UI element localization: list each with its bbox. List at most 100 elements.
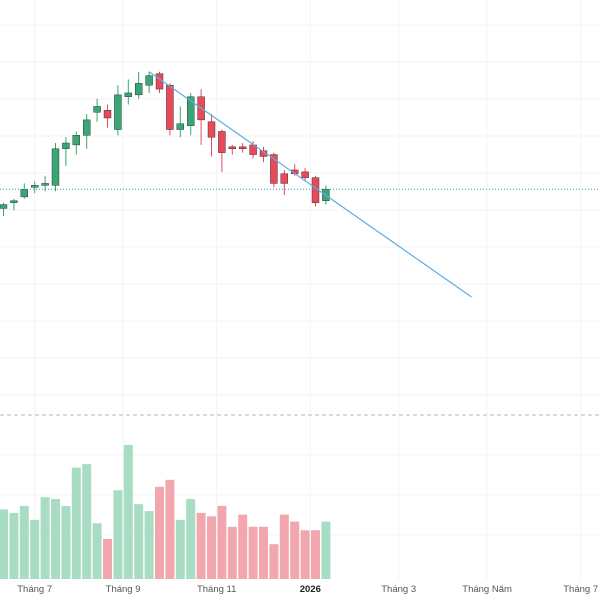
candle-body	[10, 200, 18, 203]
candle	[280, 169, 288, 195]
volume-bar	[123, 445, 133, 579]
candle	[238, 143, 247, 153]
volume-bar	[217, 505, 227, 579]
candle	[207, 114, 216, 157]
volume-bar	[0, 509, 8, 579]
candle	[31, 181, 39, 194]
candle-body	[176, 123, 185, 130]
candle-body	[270, 154, 278, 184]
candle	[20, 183, 28, 199]
x-tick-label: Tháng 7	[17, 584, 52, 595]
candle-body	[0, 204, 8, 209]
volume-bar	[82, 464, 92, 579]
candle-body	[20, 188, 28, 198]
candle	[145, 71, 153, 93]
volume-bar	[207, 516, 216, 579]
candle	[311, 175, 320, 207]
volume-bar	[248, 526, 258, 579]
candle	[124, 79, 133, 105]
candle-body	[124, 92, 133, 97]
price-candles	[0, 71, 330, 217]
candle-body	[31, 185, 39, 188]
volume-bar	[51, 498, 60, 579]
candle	[228, 144, 237, 155]
candle-body	[93, 106, 101, 113]
volume-bar	[61, 505, 71, 579]
candle	[10, 198, 18, 211]
candle-body	[228, 146, 237, 149]
volume-bar	[92, 523, 102, 579]
candle-body	[62, 142, 70, 149]
volume-bars	[0, 445, 331, 579]
candle-body	[41, 183, 49, 186]
candle	[103, 104, 112, 128]
candle-body	[72, 135, 81, 146]
volume-bar	[113, 490, 123, 579]
volume-bar	[311, 530, 320, 579]
candle	[186, 92, 195, 136]
candle-body	[114, 94, 122, 130]
candle-body	[280, 173, 288, 184]
candle	[82, 114, 91, 149]
candle-body	[103, 110, 112, 119]
grid	[0, 0, 600, 579]
volume-bar	[321, 521, 331, 579]
candle	[259, 146, 268, 163]
volume-bar	[300, 530, 310, 579]
volume-bar	[71, 467, 81, 579]
volume-bar	[279, 514, 289, 579]
candle-body	[51, 148, 60, 186]
candle	[155, 71, 164, 93]
candle-body	[238, 146, 247, 149]
candle	[114, 85, 122, 136]
volume-bar	[290, 521, 300, 579]
volume-bar	[134, 504, 144, 579]
overlays	[0, 71, 600, 298]
candle-body	[134, 83, 143, 96]
candle	[72, 131, 81, 155]
candle	[166, 83, 174, 136]
x-tick-label: Tháng 3	[381, 584, 416, 595]
volume-bar	[175, 519, 185, 579]
volume-bar	[144, 511, 154, 579]
volume-bar	[196, 512, 206, 579]
trendline	[148, 71, 472, 298]
candle	[62, 137, 70, 167]
x-tick-label: Tháng Năm	[462, 584, 512, 595]
volume-bar	[238, 514, 248, 579]
volume-bar	[30, 519, 40, 579]
candle	[197, 89, 205, 145]
x-tick-label: Tháng 7	[563, 584, 598, 595]
x-tick-label: 2026	[300, 584, 321, 595]
candle	[134, 71, 143, 99]
candle-body	[301, 171, 309, 178]
volume-bar	[103, 538, 112, 579]
volume-bar	[227, 526, 237, 579]
x-tick-label: Tháng 11	[197, 584, 236, 595]
candle	[51, 143, 60, 192]
candle	[41, 175, 49, 192]
time-axis: Tháng 7 Tháng 9 Tháng 11 2026 Tháng 3 Tháng N…	[17, 584, 598, 595]
candle	[249, 141, 257, 159]
candle-body	[82, 119, 91, 136]
candle-body	[186, 96, 195, 126]
volume-bar	[9, 512, 19, 579]
volume-bar	[259, 526, 268, 579]
candle	[176, 106, 185, 138]
volume-bar	[186, 498, 196, 579]
candle	[93, 98, 101, 122]
candle	[218, 129, 226, 172]
x-tick-label: Tháng 9	[106, 584, 141, 595]
candle	[301, 168, 309, 182]
candle-body	[145, 75, 153, 86]
volume-bar	[155, 486, 164, 579]
candle-body	[166, 85, 174, 130]
volume-bar	[269, 544, 279, 579]
candle-body	[207, 121, 216, 138]
volume-bar	[19, 505, 29, 579]
volume-bar	[40, 497, 50, 579]
volume-bar	[165, 479, 175, 579]
candle-body	[218, 131, 226, 153]
